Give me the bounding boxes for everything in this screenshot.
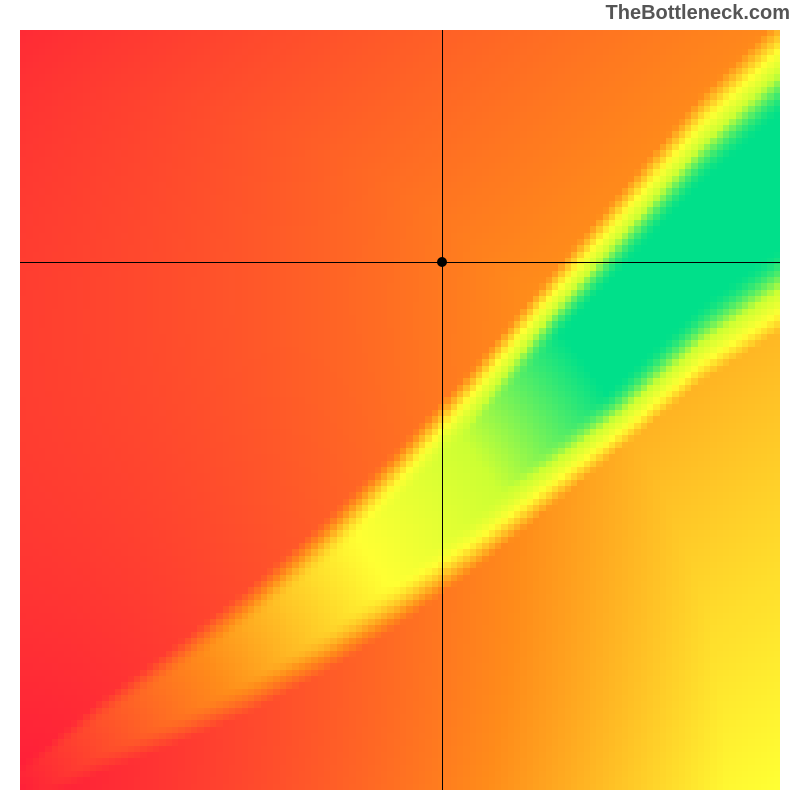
bottleneck-heatmap	[20, 30, 780, 790]
selection-marker	[437, 257, 447, 267]
watermark-text: TheBottleneck.com	[606, 2, 790, 25]
chart-container: TheBottleneck.com	[0, 0, 800, 800]
crosshair-horizontal	[20, 262, 780, 263]
crosshair-vertical	[442, 30, 443, 790]
